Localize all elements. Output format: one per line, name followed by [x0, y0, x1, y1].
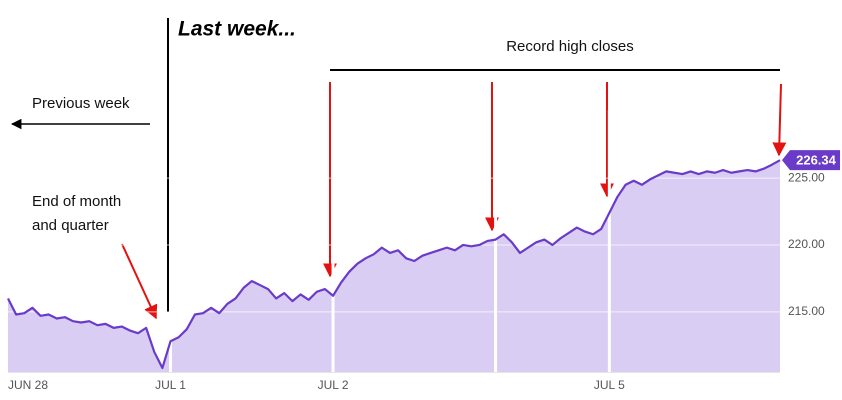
annotation: and quarter [32, 217, 109, 234]
annotation: Last week... [178, 18, 296, 41]
x-tick-label: JUL 1 [155, 378, 186, 392]
area [8, 160, 780, 372]
x-tick-label: JUL 5 [594, 378, 625, 392]
annotation: Previous week [32, 95, 130, 112]
price-label: 226.34 [796, 153, 837, 168]
x-tick-label: JUL 2 [318, 378, 349, 392]
x-tick-label: JUN 28 [8, 378, 48, 392]
y-tick-label: 225.00 [788, 170, 825, 184]
plot: 215.00 220.00 225.00 [7, 110, 825, 373]
annotation: Record high closes [506, 38, 634, 55]
line [7, 159, 781, 370]
red-arrow [772, 83, 787, 157]
y-tick-label: 220.00 [788, 237, 825, 251]
price-tag [782, 150, 840, 171]
red-arrow [121, 243, 158, 320]
y-tick-label: 215.00 [788, 304, 825, 318]
annotation: End of month [32, 193, 121, 210]
